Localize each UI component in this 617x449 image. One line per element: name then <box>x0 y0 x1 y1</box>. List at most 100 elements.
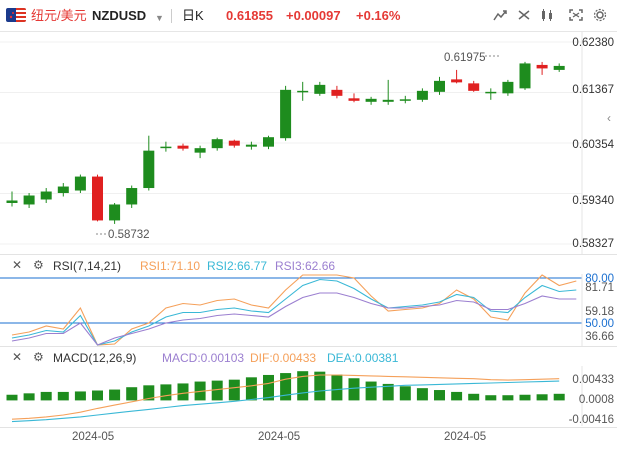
rsi3-value: RSI3:62.66 <box>275 259 336 273</box>
candle-body <box>434 80 445 92</box>
candle-body <box>348 98 360 101</box>
pane-divider <box>0 254 617 255</box>
price-axis-label: 0.60354 <box>572 139 614 151</box>
rsi-title: RSI(7,14,21) <box>53 259 122 273</box>
macd-bar <box>502 395 514 401</box>
dea-line <box>11 380 560 423</box>
macd-bar <box>280 373 292 401</box>
macd-bar <box>6 394 18 401</box>
macd-bar <box>92 390 103 401</box>
x-axis-label: 2024-05 <box>444 431 487 443</box>
rsi-axis-label: 36.66 <box>585 331 614 343</box>
x-axis-label: 2024-05 <box>72 431 115 443</box>
macd-bar <box>314 371 326 401</box>
candle-body <box>143 150 155 189</box>
rsi-axis-label: 50.00 <box>584 318 615 330</box>
price-axis-label: 0.58327 <box>572 238 614 250</box>
macd-bar <box>109 389 121 401</box>
candle-body <box>23 195 35 205</box>
macd-bar <box>57 391 69 401</box>
pane-divider <box>0 346 617 347</box>
fullscreen-icon[interactable] <box>567 8 585 24</box>
collapse-icon[interactable]: ✕ <box>12 350 23 364</box>
macd-bar <box>177 383 189 401</box>
high-price-label: 0.61975 <box>444 52 486 64</box>
settings-icon[interactable] <box>591 8 609 24</box>
low-price-label: 0.58732 <box>108 229 150 241</box>
candle-body <box>485 91 497 94</box>
macd-axis-label: -0.00416 <box>568 414 614 426</box>
macd-chart <box>6 366 583 426</box>
rsi-chart <box>0 274 583 346</box>
candle-body <box>297 90 309 93</box>
price-change-percent: +0.16% <box>356 8 401 23</box>
symbol-code[interactable]: NZDUSD <box>92 8 147 23</box>
last-price: 0.61855 <box>226 8 273 23</box>
candle-body <box>211 139 223 149</box>
candle-body <box>519 63 531 89</box>
chevron-down-icon[interactable]: ▼ <box>155 13 164 23</box>
candle-body <box>263 137 274 147</box>
candle-body <box>553 65 565 70</box>
macd-bar <box>416 388 428 401</box>
candle-body <box>74 176 86 191</box>
candle-body <box>160 146 172 149</box>
candle-body <box>57 186 69 194</box>
candle-body <box>399 99 411 101</box>
candle-body <box>314 84 326 94</box>
rsi2-value: RSI2:66.77 <box>207 259 268 273</box>
candle-body <box>6 200 18 203</box>
macd-bar <box>399 386 411 401</box>
macd-bar <box>382 383 394 401</box>
rsi-axis-label: 81.71 <box>585 282 614 294</box>
gear-icon[interactable]: ⚙ <box>33 258 44 272</box>
rsi-axis-label: 59.18 <box>585 306 614 318</box>
candle-type-icon[interactable] <box>538 8 556 24</box>
macd-bar <box>451 391 463 401</box>
rsi-line-1 <box>11 274 577 346</box>
macd-bar <box>365 381 377 401</box>
candle-body <box>382 99 394 102</box>
macd-bar <box>434 390 445 401</box>
macd-bar <box>485 395 497 401</box>
candle-body <box>365 98 377 102</box>
candle-body <box>280 89 292 139</box>
candle-body <box>331 89 343 96</box>
candle-body <box>502 81 514 94</box>
draw-icon[interactable] <box>515 8 533 24</box>
period-selector[interactable]: 日K <box>182 8 204 23</box>
collapse-axis-icon[interactable]: ‹ <box>607 111 611 125</box>
macd-bar <box>519 394 531 401</box>
dif-value: DIF:0.00433 <box>250 351 317 365</box>
indicator-icon[interactable] <box>491 8 509 24</box>
macd-bar <box>160 384 172 401</box>
pane-divider <box>0 427 617 428</box>
quote-header: 纽元/美元 NZDUSD ▼ 日K 0.61855 +0.00097 +0.16… <box>0 0 617 32</box>
dea-value: DEA:0.00381 <box>327 351 399 365</box>
macd-bar <box>553 393 565 401</box>
x-axis-label: 2024-05 <box>258 431 301 443</box>
macd-bar <box>23 393 35 401</box>
macd-bar <box>297 371 309 401</box>
macd-bar <box>263 374 274 401</box>
price-axis-label: 0.61367 <box>572 84 614 96</box>
rsi1-value: RSI1:71.10 <box>140 259 201 273</box>
macd-bar <box>143 385 155 401</box>
candle-body <box>416 90 428 100</box>
rsi-axis-label: 80.00 <box>584 273 615 285</box>
candle-body <box>468 83 480 91</box>
collapse-icon[interactable]: ✕ <box>12 258 23 272</box>
candle-body <box>92 176 103 221</box>
macd-bar <box>245 377 257 401</box>
gear-icon[interactable]: ⚙ <box>33 350 44 364</box>
candle-body <box>194 148 206 153</box>
macd-bar <box>228 379 240 401</box>
dif-line <box>11 374 560 420</box>
pair-name[interactable]: 纽元/美元 <box>31 8 87 23</box>
macd-axis-label: 0.0008 <box>578 394 614 406</box>
candlestick-chart[interactable] <box>0 32 617 254</box>
price-axis-label: 0.59340 <box>572 195 614 207</box>
price-axis-label: 0.62380 <box>572 37 614 49</box>
price-change: +0.00097 <box>286 8 341 23</box>
macd-title: MACD(12,26,9) <box>53 351 137 365</box>
